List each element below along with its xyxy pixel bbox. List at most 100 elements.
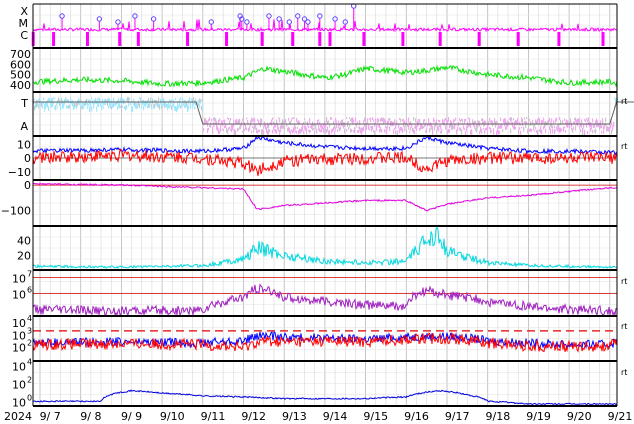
imf-point xyxy=(607,125,609,132)
imf-point xyxy=(254,124,256,129)
y-tick-label: 10 xyxy=(12,317,26,330)
imf-point xyxy=(51,102,53,108)
imf-point xyxy=(290,121,292,124)
imf-point xyxy=(465,118,467,122)
imf-point xyxy=(243,126,245,130)
imf-point xyxy=(182,99,184,102)
imf-point xyxy=(430,122,432,127)
imf-point xyxy=(370,126,372,129)
imf-point xyxy=(325,128,327,134)
imf-point xyxy=(277,124,279,130)
imf-point xyxy=(263,130,265,136)
imf-point xyxy=(608,127,610,132)
imf-point xyxy=(415,124,417,130)
imf-point xyxy=(423,119,425,125)
imf-point xyxy=(400,126,402,131)
imf-point xyxy=(261,119,263,123)
imf-point xyxy=(130,101,132,105)
x-tick-label: 9/11 xyxy=(201,410,226,423)
imf-point xyxy=(464,119,466,124)
imf-point xyxy=(395,130,397,135)
x-tick-label: 9/21 xyxy=(608,410,633,423)
imf-point xyxy=(151,104,153,109)
imf-point xyxy=(407,124,409,127)
imf-point xyxy=(604,123,606,127)
imf-point xyxy=(232,125,234,131)
imf-point xyxy=(233,119,235,124)
wind-speed-line xyxy=(32,64,618,88)
imf-point xyxy=(220,124,222,130)
imf-point xyxy=(416,128,418,131)
imf-point xyxy=(591,124,593,130)
imf-point xyxy=(136,103,138,106)
imf-point xyxy=(269,129,271,133)
y-tick-label: 10 xyxy=(12,378,26,391)
imf-point xyxy=(486,127,488,130)
imf-point xyxy=(334,130,336,136)
imf-point xyxy=(44,104,46,108)
imf-point xyxy=(502,128,504,131)
imf-point xyxy=(113,102,115,108)
imf-point xyxy=(361,129,363,135)
imf-point xyxy=(562,122,564,125)
imf-point xyxy=(466,129,468,132)
imf-point xyxy=(227,129,229,134)
imf-point xyxy=(199,104,201,109)
x-tick-label: 9/17 xyxy=(445,410,470,423)
imf-point xyxy=(418,118,420,121)
imf-point xyxy=(377,118,379,121)
imf-point xyxy=(366,125,368,130)
imf-point xyxy=(136,103,138,110)
imf-point xyxy=(534,130,536,132)
imf-point xyxy=(569,124,571,129)
imf-point xyxy=(530,128,532,132)
imf-point xyxy=(612,125,614,129)
imf-point xyxy=(513,118,515,121)
imf-point xyxy=(359,120,361,126)
imf-point xyxy=(120,105,122,108)
imf-point xyxy=(545,128,547,133)
imf-point xyxy=(35,103,37,109)
imf-point xyxy=(329,123,331,128)
imf-point xyxy=(130,103,132,106)
imf-point xyxy=(503,118,505,123)
imf-point xyxy=(73,101,75,106)
imf-point xyxy=(190,104,192,109)
imf-point xyxy=(559,117,561,121)
imf-point xyxy=(590,122,592,128)
imf-point xyxy=(215,121,217,124)
imf-point xyxy=(435,123,437,127)
imf-point xyxy=(276,119,278,125)
imf-point xyxy=(512,123,514,128)
imf-point xyxy=(383,120,385,125)
imf-point xyxy=(357,121,359,124)
imf-point xyxy=(106,100,108,103)
imf-point xyxy=(116,101,118,104)
imf-point xyxy=(239,118,241,125)
imf-point xyxy=(222,128,224,131)
imf-point xyxy=(542,122,544,125)
imf-point xyxy=(521,117,523,123)
imf-point xyxy=(384,129,386,133)
flare-marker xyxy=(305,19,311,25)
imf-point xyxy=(233,124,235,128)
flare-marker xyxy=(295,13,301,19)
imf-point xyxy=(449,129,451,133)
y-tick-exponent: 2 xyxy=(27,375,32,384)
imf-point xyxy=(583,123,585,126)
imf-point xyxy=(350,128,352,133)
imf-point xyxy=(596,123,598,128)
imf-point xyxy=(168,104,170,109)
y-tick-label: 10 xyxy=(12,273,26,286)
imf-point xyxy=(490,120,492,123)
imf-point xyxy=(299,121,301,124)
imf-point xyxy=(354,130,356,134)
imf-point xyxy=(283,120,285,124)
imf-point xyxy=(554,125,556,129)
imf-point xyxy=(273,126,275,130)
imf-point xyxy=(344,128,346,134)
imf-point xyxy=(460,127,462,132)
imf-point xyxy=(70,99,72,101)
imf-point xyxy=(105,98,107,104)
imf-point xyxy=(538,118,540,121)
